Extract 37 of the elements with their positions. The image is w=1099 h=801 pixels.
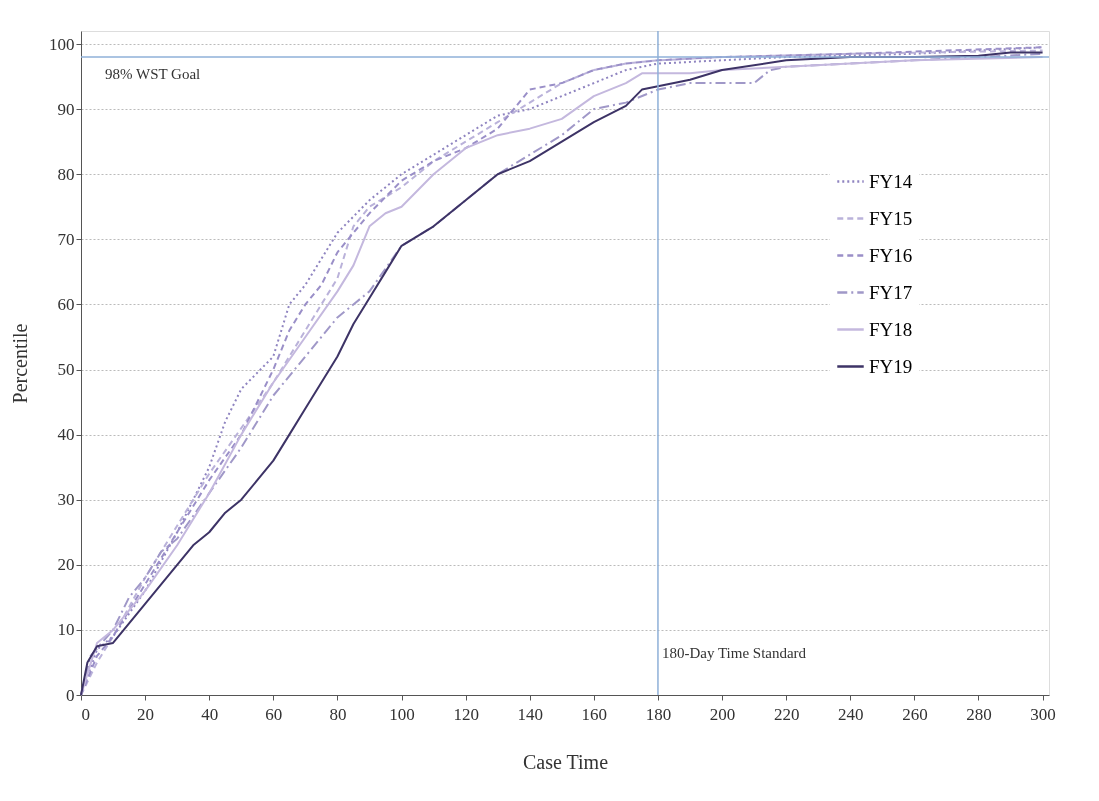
x-tick-label: 280 xyxy=(966,704,992,724)
y-tick-label: 60 xyxy=(57,294,75,314)
x-tick-label: 0 xyxy=(81,704,90,724)
y-tick-label: 80 xyxy=(57,164,75,184)
x-tick-label: 160 xyxy=(581,704,608,724)
x-tick-label: 120 xyxy=(453,704,479,724)
y-tick-label: 70 xyxy=(57,229,75,249)
x-tick-label: 80 xyxy=(329,704,347,724)
x-tick-label: 300 xyxy=(1030,704,1056,724)
y-tick-label: 10 xyxy=(57,620,75,640)
x-tick-label: 180 xyxy=(645,704,672,724)
x-tick-label: 40 xyxy=(201,704,219,724)
legend-label: FY18 xyxy=(869,318,913,340)
x-tick-label: 220 xyxy=(773,704,800,724)
x-tick-label: 20 xyxy=(137,704,155,724)
y-tick-label: 20 xyxy=(57,555,75,575)
legend-label: FY14 xyxy=(869,170,913,192)
ref-line-label: 98% WST Goal xyxy=(105,66,201,83)
x-tick-label: 260 xyxy=(902,704,928,724)
x-tick-label: 100 xyxy=(389,704,415,724)
legend-label: FY19 xyxy=(869,355,913,377)
x-axis-title: Case Time xyxy=(522,750,609,773)
y-tick-label: 100 xyxy=(49,34,75,54)
x-tick-label: 200 xyxy=(709,704,736,724)
legend-label: FY16 xyxy=(869,244,913,266)
x-tick-label: 140 xyxy=(517,704,543,724)
y-axis-title: Percentile xyxy=(9,323,31,404)
x-tick-label: 60 xyxy=(265,704,283,724)
x-tick-label: 240 xyxy=(838,704,864,724)
y-tick-label: 40 xyxy=(57,425,75,445)
legend-label: FY15 xyxy=(869,207,913,229)
y-tick-label: 90 xyxy=(57,99,75,119)
y-tick-label: 30 xyxy=(57,490,75,510)
y-tick-label: 0 xyxy=(66,685,75,705)
legend-label: FY17 xyxy=(869,281,913,303)
ref-line-label: 180-Day Time Standard xyxy=(661,645,807,661)
y-tick-label: 50 xyxy=(57,360,75,380)
